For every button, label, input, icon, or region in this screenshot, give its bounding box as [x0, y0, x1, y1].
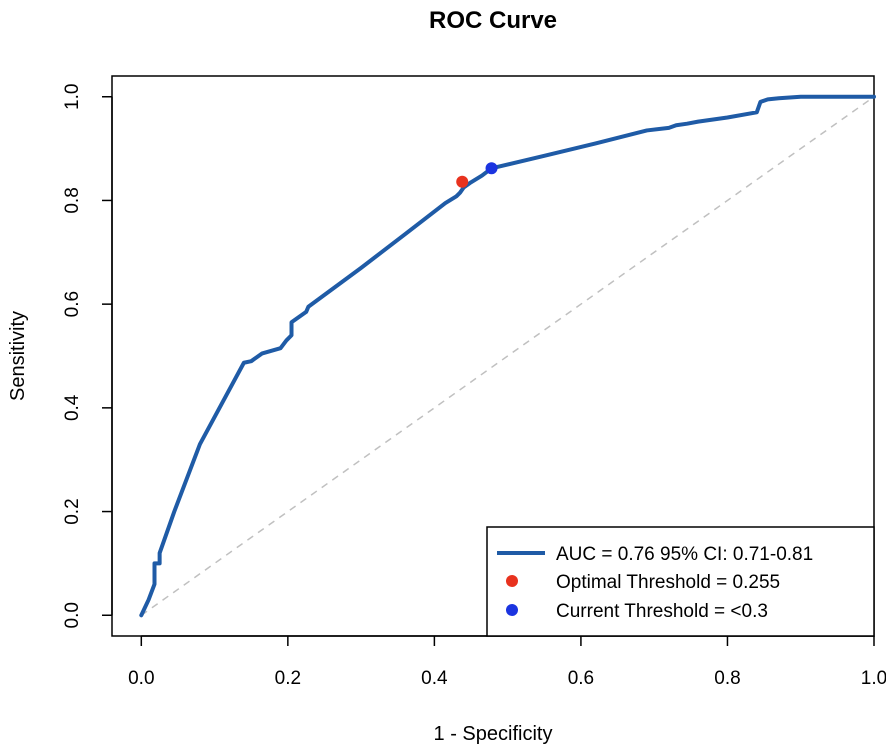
x-tick-label: 0.0 — [128, 668, 154, 689]
optimal-threshold-point — [456, 175, 469, 188]
chart-title: ROC Curve — [429, 7, 557, 34]
y-tick-label: 0.4 — [62, 394, 83, 421]
y-tick-label: 0.2 — [62, 498, 83, 524]
y-tick-label: 0.0 — [62, 602, 83, 628]
x-axis: 0.0 0.2 0.4 0.6 0.8 1.0 — [128, 635, 886, 689]
x-tick-label: 0.4 — [421, 668, 448, 689]
y-tick-label: 1.0 — [62, 84, 83, 110]
y-axis-label: Sensitivity — [7, 311, 29, 401]
current-threshold-point — [485, 162, 498, 175]
legend-label-optimal-threshold: Optimal Threshold = 0.255 — [556, 572, 780, 593]
roc-curve-line — [139, 94, 876, 618]
legend-key-current-point — [506, 604, 518, 616]
legend-key-optimal-point — [506, 575, 518, 587]
legend-label-auc: AUC = 0.76 95% CI: 0.71-0.81 — [556, 544, 813, 565]
x-tick-label: 0.2 — [275, 668, 301, 689]
x-tick-label: 0.8 — [714, 668, 740, 689]
y-tick-label: 0.8 — [62, 187, 83, 213]
x-axis-label: 1 - Specificity — [434, 723, 553, 745]
x-tick-label: 0.6 — [568, 668, 594, 689]
legend-box — [486, 526, 875, 637]
threshold-points — [456, 162, 498, 188]
x-tick-label: 1.0 — [861, 668, 886, 689]
legend-label-current-threshold: Current Threshold = <0.3 — [556, 601, 768, 622]
y-axis: 0.0 0.2 0.4 0.6 0.8 1.0 — [62, 84, 113, 628]
reference-diagonal-line — [140, 96, 875, 616]
legend: AUC = 0.76 95% CI: 0.71-0.81 Optimal Thr… — [486, 526, 875, 637]
y-tick-label: 0.6 — [62, 291, 83, 317]
